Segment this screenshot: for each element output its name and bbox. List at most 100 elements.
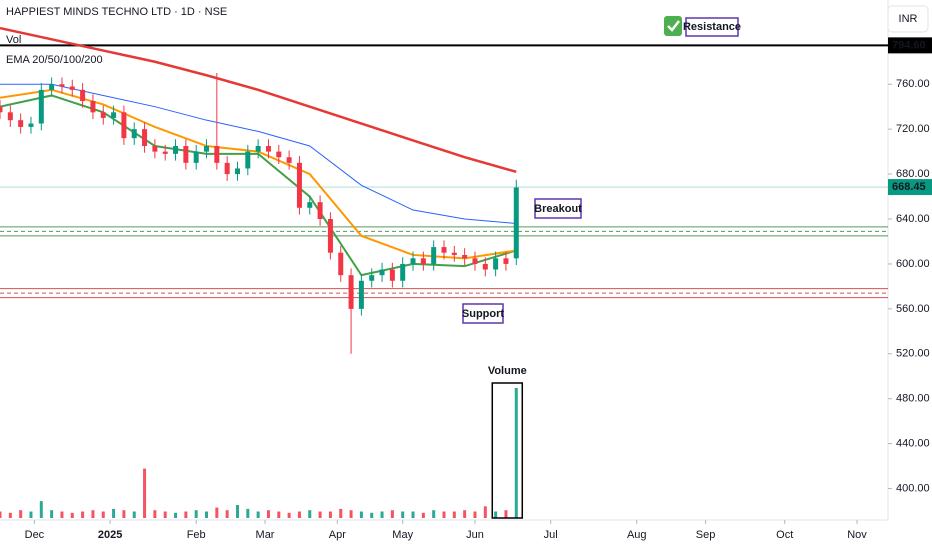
- candle-body: [441, 247, 447, 253]
- price-label-box: [888, 37, 932, 54]
- currency-button[interactable]: [887, 5, 929, 33]
- candle-body: [80, 89, 86, 102]
- volume-bar: [19, 510, 23, 518]
- volume-bar: [101, 511, 105, 518]
- x-tick-label: May: [392, 529, 413, 541]
- support-text: Support: [462, 308, 504, 320]
- plot-area: 400.00 440.00 480.00 520.00 560.00 600.00 640.…: [0, 26, 930, 541]
- volume-bar: [60, 511, 64, 518]
- volume-bar: [380, 511, 384, 518]
- candle-body: [307, 202, 313, 208]
- volume-bar: [318, 511, 322, 518]
- candle-body: [111, 112, 117, 118]
- volume-bar: [390, 510, 394, 518]
- price-label: 794.60: [892, 39, 926, 51]
- price-label: 668.45: [892, 181, 926, 193]
- y-tick-label: 760.00: [896, 78, 930, 90]
- x-tick-label: Sep: [696, 529, 716, 541]
- volume-bar: [122, 510, 126, 518]
- candle-body: [420, 258, 426, 264]
- candle-body: [152, 146, 158, 152]
- volume-bar: [452, 511, 456, 518]
- currency[interactable]: INR: [899, 13, 918, 25]
- volume-bar: [421, 512, 425, 518]
- support-box: [462, 303, 504, 324]
- volume-bar: [174, 512, 178, 518]
- check-mark: [667, 20, 680, 32]
- volume-bar: [70, 512, 74, 518]
- volume-bar: [184, 511, 188, 518]
- candle-body: [255, 146, 261, 152]
- candle-body: [18, 120, 24, 127]
- candle-body: [224, 162, 230, 175]
- y-tick-label: 520.00: [896, 348, 930, 360]
- volume-note: Volume: [488, 365, 527, 377]
- candle-body: [214, 146, 220, 163]
- resistance-box: [685, 17, 739, 37]
- volume-bar: [401, 511, 405, 518]
- volume-bar: [215, 507, 219, 518]
- candle-body: [162, 151, 168, 154]
- volume-bar: [256, 511, 260, 518]
- indicator-label: EMA 20/50/100/200: [6, 54, 103, 66]
- candle-body: [204, 146, 210, 152]
- volume-label: Vol: [6, 34, 21, 46]
- ema-line: [0, 26, 517, 174]
- candle-body: [513, 187, 519, 259]
- candle-body: [358, 280, 364, 309]
- breakout-text: Breakout: [534, 203, 582, 215]
- volume-bar: [246, 508, 250, 518]
- candle-body: [69, 86, 75, 90]
- x-tick-label: Oct: [776, 529, 793, 541]
- candle-body: [431, 247, 437, 264]
- y-tick-label: 640.00: [896, 213, 930, 225]
- x-tick-label: Feb: [187, 529, 206, 541]
- volume-bar: [287, 512, 291, 518]
- candle-body: [338, 252, 344, 276]
- volume-bar: [8, 512, 12, 518]
- volume-bar: [39, 501, 43, 518]
- price-label-box: [888, 179, 932, 196]
- volume-bar: [163, 511, 167, 518]
- candle-body: [142, 129, 148, 147]
- ema-line: [0, 83, 517, 224]
- volume-bar: [328, 511, 332, 518]
- candle-body: [472, 258, 478, 264]
- x-tick-label: Aug: [627, 529, 647, 541]
- candle-body: [348, 275, 354, 309]
- y-tick-label: 680.00: [896, 168, 930, 180]
- candle-body: [38, 89, 44, 124]
- volume-bar: [463, 510, 467, 518]
- candle-body: [49, 84, 55, 90]
- candle-body: [462, 254, 468, 259]
- volume-bar: [132, 511, 136, 518]
- candle-body: [131, 129, 137, 139]
- candle-body: [28, 123, 34, 127]
- candle-body: [234, 168, 240, 175]
- x-tick-label: Jul: [544, 529, 558, 541]
- volume-bar: [432, 510, 436, 518]
- volume-bar: [81, 511, 85, 518]
- volume-bar: [50, 510, 54, 518]
- volume-bar: [297, 511, 301, 518]
- candle-body: [451, 252, 457, 255]
- candle-body: [265, 146, 271, 152]
- candle-body: [389, 269, 395, 281]
- candle-body: [183, 146, 189, 163]
- candle-body: [121, 112, 127, 139]
- volume-bar: [205, 511, 209, 518]
- volume-bar: [411, 511, 415, 518]
- volume-box: [491, 382, 524, 519]
- volume-bar: [194, 510, 198, 518]
- candle-body: [503, 258, 509, 264]
- volume-bar: [225, 510, 229, 518]
- resistance-text: Resistance: [683, 21, 741, 33]
- candle-body: [327, 219, 333, 253]
- candle-body: [59, 84, 65, 87]
- candle-body: [369, 275, 375, 281]
- candle-body: [100, 112, 106, 118]
- candle-body: [90, 101, 96, 113]
- chart-title: HAPPIEST MINDS TECHNO LTD · 1D · NSE: [6, 6, 227, 18]
